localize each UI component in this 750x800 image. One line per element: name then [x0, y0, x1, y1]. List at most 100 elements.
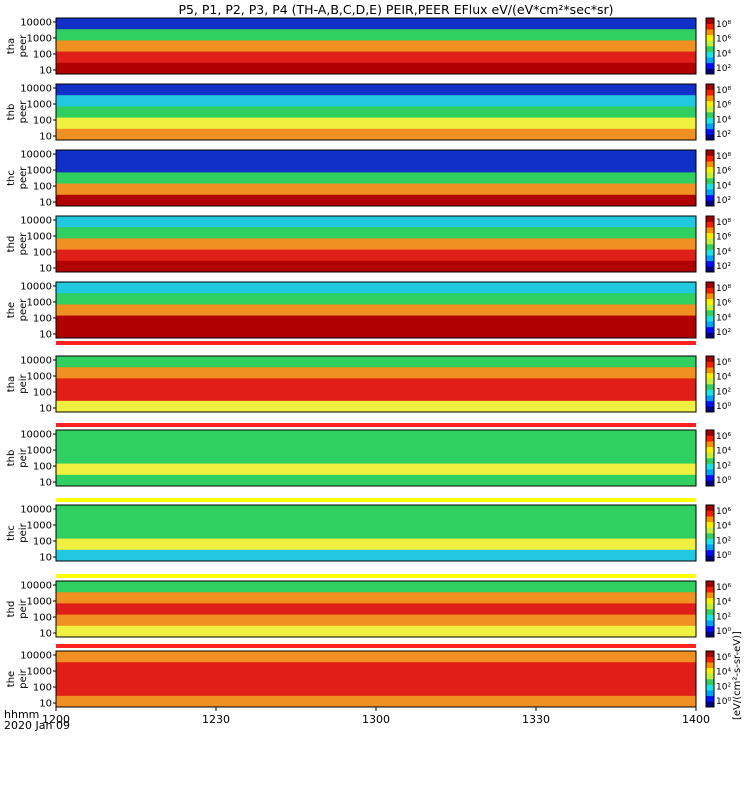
y-tick-label: 10 [39, 330, 52, 341]
energy-band [56, 527, 696, 540]
colorbar-frame [705, 149, 715, 207]
time-axis: 1200 1230 1300 1330 1400 [42, 707, 710, 726]
energy-band [56, 684, 696, 697]
colorbar-segment [706, 701, 714, 708]
colorbar-segment [706, 631, 714, 638]
separator-stripe [56, 574, 696, 578]
energy-band [56, 356, 696, 368]
panel-frame [55, 281, 697, 339]
colorbar: 10⁶ 10⁴ 10² 10⁰ [705, 504, 731, 562]
panel-label-product: peir [18, 598, 29, 618]
colorbar-segment [706, 183, 714, 190]
colorbar-tick-label: 10⁴ [716, 115, 731, 125]
colorbar-segment [706, 527, 714, 534]
y-tick-label: 100 [33, 388, 52, 399]
y-tick-label: 100 [33, 462, 52, 473]
colorbar-tick-label: 10⁶ [716, 583, 731, 593]
colorbar-segment [706, 260, 714, 267]
colorbar-segment [706, 378, 714, 385]
colorbar-tick-label: 10² [716, 387, 731, 397]
colorbar-tick-label: 10⁶ [716, 653, 731, 663]
y-tick-label: 1000 [27, 521, 52, 532]
y-tick-label: 100 [33, 683, 52, 694]
colorbar-segment [706, 315, 714, 322]
colorbar: 10⁶ 10⁴ 10² 10⁰ [705, 650, 731, 708]
colorbar-segment [706, 34, 714, 41]
colorbar-segment [706, 609, 714, 615]
colorbar-unit-label: [eV/(cm²-s-sr-eV)] [732, 631, 743, 720]
energy-band [56, 40, 696, 53]
panel-frame [55, 83, 697, 141]
panel-label-product: peir [18, 373, 29, 393]
colorbar-segment [706, 538, 714, 545]
colorbar-segment [706, 112, 714, 118]
colorbar-segment [706, 620, 714, 627]
y-tick-label: 10 [39, 198, 52, 209]
y-tick-label: 1000 [27, 34, 52, 45]
colorbar-segment [706, 194, 714, 201]
colorbar-segment [706, 625, 714, 632]
figure-title: P5, P1, P2, P3, P4 (TH-A,B,C,D,E) PEIR,P… [178, 2, 613, 17]
energy-band [56, 172, 696, 185]
panel-label-probe: the [6, 302, 17, 318]
y-tick-label: 100 [33, 182, 52, 193]
colorbar-frame [705, 504, 715, 562]
colorbar-segment [706, 463, 714, 470]
panel-frame [55, 355, 697, 413]
colorbar-segment [706, 656, 714, 663]
colorbar: 10⁸ 10⁶ 10⁴ 10² [705, 17, 731, 75]
y-tick-label: 10000 [20, 150, 52, 161]
colorbar-tick-label: 10⁴ [716, 313, 731, 323]
energy-band [56, 194, 696, 207]
energy-band [56, 538, 696, 551]
colorbar-tick-label: 10² [716, 461, 731, 471]
panel-label-product: peer [18, 100, 29, 124]
panel-label-probe: tha [6, 376, 17, 392]
colorbar-tick-label: 10⁸ [716, 284, 731, 294]
colorbar-segment [706, 480, 714, 487]
x-tick-label: 1230 [202, 713, 230, 726]
colorbar-segment [706, 40, 714, 47]
colorbar-segment [706, 581, 714, 587]
energy-band [56, 293, 696, 305]
colorbar-segment [706, 178, 714, 184]
energy-band [56, 452, 696, 465]
colorbar-tick-label: 10² [716, 536, 731, 546]
colorbar-tick-label: 10² [716, 64, 731, 74]
energy-band [56, 614, 696, 627]
colorbar-tick-label: 10⁶ [716, 507, 731, 517]
colorbar-segment [706, 662, 714, 669]
y-tick-label: 10000 [20, 581, 52, 592]
colorbar-segment [706, 555, 714, 562]
y-tick-label: 10 [39, 699, 52, 710]
colorbar-segment [706, 679, 714, 685]
colorbar-segment [706, 651, 714, 657]
y-tick-label: 1000 [27, 100, 52, 111]
colorbar-tick-label: 10² [716, 612, 731, 622]
colorbar-segment [706, 134, 714, 141]
colorbar-segment [706, 321, 714, 328]
colorbar-tick-label: 10⁰ [716, 551, 731, 561]
energy-band [56, 516, 696, 528]
y-tick-label: 10000 [20, 505, 52, 516]
y-tick-label: 10 [39, 478, 52, 489]
panel-label-product: peir [18, 522, 29, 542]
colorbar-segment [706, 29, 714, 36]
y-tick-label: 10000 [20, 651, 52, 662]
energy-band [56, 603, 696, 616]
energy-band [56, 400, 696, 413]
energy-band [56, 389, 696, 402]
energy-band [56, 117, 696, 130]
energy-band [56, 216, 696, 228]
colorbar-segment [706, 549, 714, 556]
x-tick-label: 1300 [362, 713, 390, 726]
colorbar-segment [706, 326, 714, 333]
colorbar-segment [706, 232, 714, 239]
panel-label-probe: thb [6, 450, 17, 467]
panel-label-product: peir [18, 668, 29, 688]
x-axis-label-date: 2020 Jan 09 [4, 719, 70, 732]
